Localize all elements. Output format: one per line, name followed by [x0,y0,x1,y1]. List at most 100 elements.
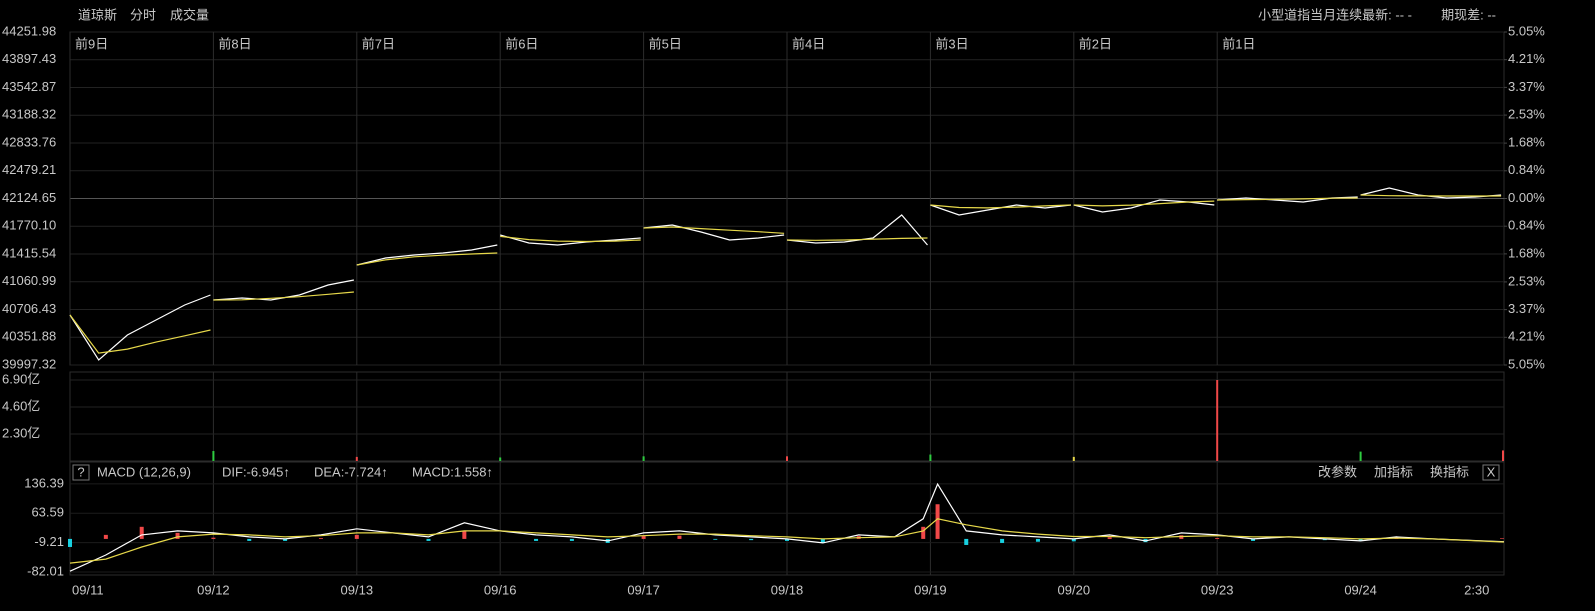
indicator-name[interactable]: MACD (12,26,9) [97,464,191,479]
y-tick-label: -9.21 [34,534,64,549]
y-tick-label: 6.90亿 [2,371,40,386]
y-tick-label: 42479.21 [2,162,56,177]
volume-bar [1072,456,1075,461]
macd-bar [354,534,359,539]
volume-bar [355,456,358,461]
y-tick-label: 43897.43 [2,51,56,66]
y-tick-label: 4.60亿 [2,398,40,413]
macd-bar [462,530,467,539]
y-tick-label: 39997.32 [2,356,56,371]
macd-bar [103,534,108,539]
y2-tick-label: 3.37% [1508,301,1545,316]
macd-bar [569,538,574,541]
x-tick-label: 09/24 [1344,582,1377,597]
y-tick-label: 42833.76 [2,134,56,149]
y2-tick-label: 2.53% [1508,273,1545,288]
y2-tick-label: 5.05% [1508,356,1545,371]
y2-tick-label: 4.21% [1508,329,1545,344]
x-tick-label: 09/13 [341,582,374,597]
macd-bar [1251,538,1256,541]
macd-bar [211,537,216,539]
y2-tick-label: 1.68% [1508,135,1545,150]
x-tick-label: 09/19 [914,582,947,597]
button[interactable]: 加指标 [1374,464,1413,479]
day-label: 前3日 [935,36,968,51]
day-label: 前1日 [1222,36,1255,51]
volume-bar [212,451,215,461]
y2-tick-label: 5.05% [1508,23,1545,38]
volume-bar [1216,380,1219,461]
macd-bar [921,526,926,539]
day-label: 前6日 [505,36,538,51]
x-tick-label: 09/12 [197,582,230,597]
volume-bar [786,456,788,461]
dif-value: DIF:-6.945↑ [222,464,290,479]
button[interactable]: 改参数 [1318,464,1357,479]
volume-bar [642,456,645,461]
x-tick-label: 09/18 [771,582,804,597]
macd-bar [1000,538,1005,543]
help-button[interactable]: ? [77,464,84,479]
day-label: 前4日 [792,36,825,51]
help-box[interactable] [72,464,90,481]
x-tick-label: 2:30 [1464,582,1489,597]
y-tick-label: 44251.98 [2,23,56,38]
day-label: 前2日 [1079,36,1112,51]
macd-bar [175,532,180,539]
y-tick-label: 42124.65 [2,190,56,205]
macd-bar [426,538,431,541]
macd-value: MACD:1.558↑ [412,464,493,479]
x-tick-label: 09/23 [1201,582,1234,597]
macd-bar [1107,537,1112,539]
dea-value: DEA:-7.724↑ [314,464,388,479]
close-box[interactable] [1482,464,1500,481]
x-tick-label: 09/17 [627,582,660,597]
y-tick-label: 41060.99 [2,273,56,288]
y-tick-label: 2.30亿 [2,425,40,440]
data-line [69,187,1502,361]
y-tick-label: 43542.87 [2,79,56,94]
macd-bar [1500,538,1504,539]
y-tick-label: 136.39 [24,475,64,490]
macd-bar [318,538,323,539]
contract-info: 小型道指当月连续最新: -- - [1258,7,1412,22]
macd-bar [283,538,288,541]
y-tick-label: 41415.54 [2,245,56,260]
x-tick-label: 09/11 [72,582,104,597]
macd-bar [785,538,789,541]
volume-bar [1502,450,1504,461]
y2-tick-label: 1.68% [1508,245,1545,260]
y2-tick-label: 0.00% [1508,190,1545,205]
macd-bar [677,535,682,539]
y2-tick-label: 0.84% [1508,162,1545,177]
y-tick-label: 43188.32 [2,107,56,122]
macd-bar [1071,538,1076,542]
symbol-title: 道琼斯 [78,7,117,22]
day-label: 前9日 [75,36,108,51]
tab[interactable]: 成交量 [170,7,209,22]
macd-bar [641,536,646,539]
y2-tick-label: 2.53% [1508,107,1545,122]
y-tick-label: 63.59 [31,505,64,520]
y-tick-label: 40351.88 [2,329,56,344]
volume-bar [929,454,932,461]
data-line [69,518,1505,564]
macd-bar [247,538,252,541]
y2-tick-label: 3.37% [1508,79,1545,94]
macd-bar [964,538,969,545]
button[interactable]: 换指标 [1430,464,1469,479]
y-tick-label: 41770.10 [2,218,56,233]
tab[interactable]: 分时 [130,7,156,22]
day-label: 前5日 [649,36,682,51]
close-button[interactable]: X [1487,464,1496,479]
macd-bar [1322,538,1327,541]
y2-tick-label: 4.21% [1508,51,1545,66]
macd-bar [68,538,72,547]
volume-bar [1359,451,1362,461]
y2-tick-label: 0.84% [1508,218,1545,233]
macd-bar [820,538,825,543]
x-tick-label: 09/20 [1058,582,1091,597]
x-tick-label: 09/16 [484,582,517,597]
